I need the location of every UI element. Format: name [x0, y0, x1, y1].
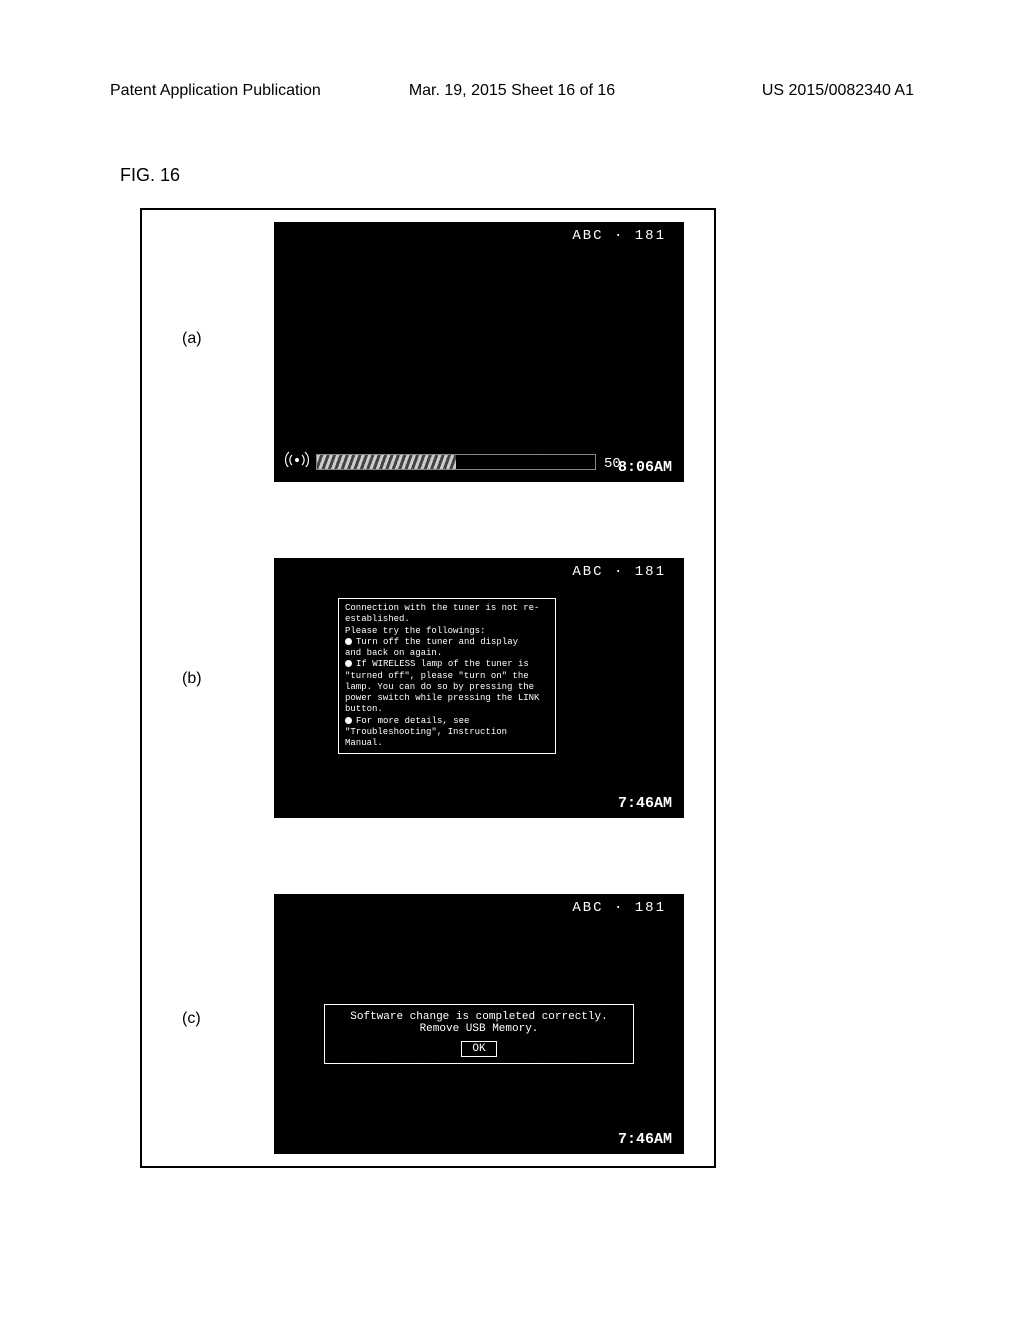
header-right: US 2015/0082340 A1 — [762, 82, 914, 100]
time-label-a: 8:06AM — [618, 459, 672, 476]
msg-b-l9: "Troubleshooting", Instruction — [345, 727, 507, 737]
msg-b-l8: button. — [345, 704, 383, 714]
screen-a: ABC · 181 50 8:06AM — [274, 222, 684, 482]
figure-label: FIG. 16 — [120, 165, 180, 186]
msg-c-l2: Remove USB Memory. — [331, 1023, 627, 1035]
panel-c-label: (c) — [182, 1010, 201, 1028]
time-label-b: 7:46AM — [618, 795, 672, 812]
msg-b-b3: For more details, see — [356, 716, 469, 726]
msg-b-l6: lamp. You can do so by pressing the — [345, 682, 534, 692]
msg-b-l10: Manual. — [345, 738, 383, 748]
msg-b-l7: power switch while pressing the LINK — [345, 693, 539, 703]
msg-b-l4: and back on again. — [345, 648, 442, 658]
msg-b-b1: Turn off the tuner and display — [356, 637, 518, 647]
channel-label-c: ABC · 181 — [572, 900, 666, 916]
panel-b-label: (b) — [182, 670, 202, 688]
bullet-icon — [345, 638, 352, 645]
bullet-icon — [345, 660, 352, 667]
progress-fill — [317, 455, 456, 469]
channel-label-b: ABC · 181 — [572, 564, 666, 580]
time-label-c: 7:46AM — [618, 1131, 672, 1148]
progress-bar — [316, 454, 596, 470]
page-header: Patent Application Publication Mar. 19, … — [110, 82, 914, 100]
screen-c: ABC · 181 Software change is completed c… — [274, 894, 684, 1154]
header-center: Mar. 19, 2015 Sheet 16 of 16 — [409, 82, 615, 100]
ok-button[interactable]: OK — [461, 1041, 496, 1057]
msg-b-l2: established. — [345, 614, 410, 624]
figure-box: (a) ABC · 181 50 8:06AM (b) ABC · 181 Co… — [140, 208, 716, 1168]
channel-label-a: ABC · 181 — [572, 228, 666, 244]
screen-b: ABC · 181 Connection with the tuner is n… — [274, 558, 684, 818]
header-left: Patent Application Publication — [110, 82, 321, 100]
antenna-icon — [284, 447, 310, 472]
message-box-c: Software change is completed correctly. … — [324, 1004, 634, 1064]
panel-a-label: (a) — [182, 330, 202, 348]
noise-overlay — [274, 222, 684, 482]
bullet-icon — [345, 717, 352, 724]
msg-b-l3: Please try the followings: — [345, 626, 485, 636]
msg-b-b2: If WIRELESS lamp of the tuner is — [356, 659, 529, 669]
msg-c-l1: Software change is completed correctly. — [331, 1011, 627, 1023]
msg-b-l5: "turned off", please "turn on" the — [345, 671, 529, 681]
message-box-b: Connection with the tuner is not re- est… — [338, 598, 556, 754]
msg-b-l1: Connection with the tuner is not re- — [345, 603, 539, 613]
